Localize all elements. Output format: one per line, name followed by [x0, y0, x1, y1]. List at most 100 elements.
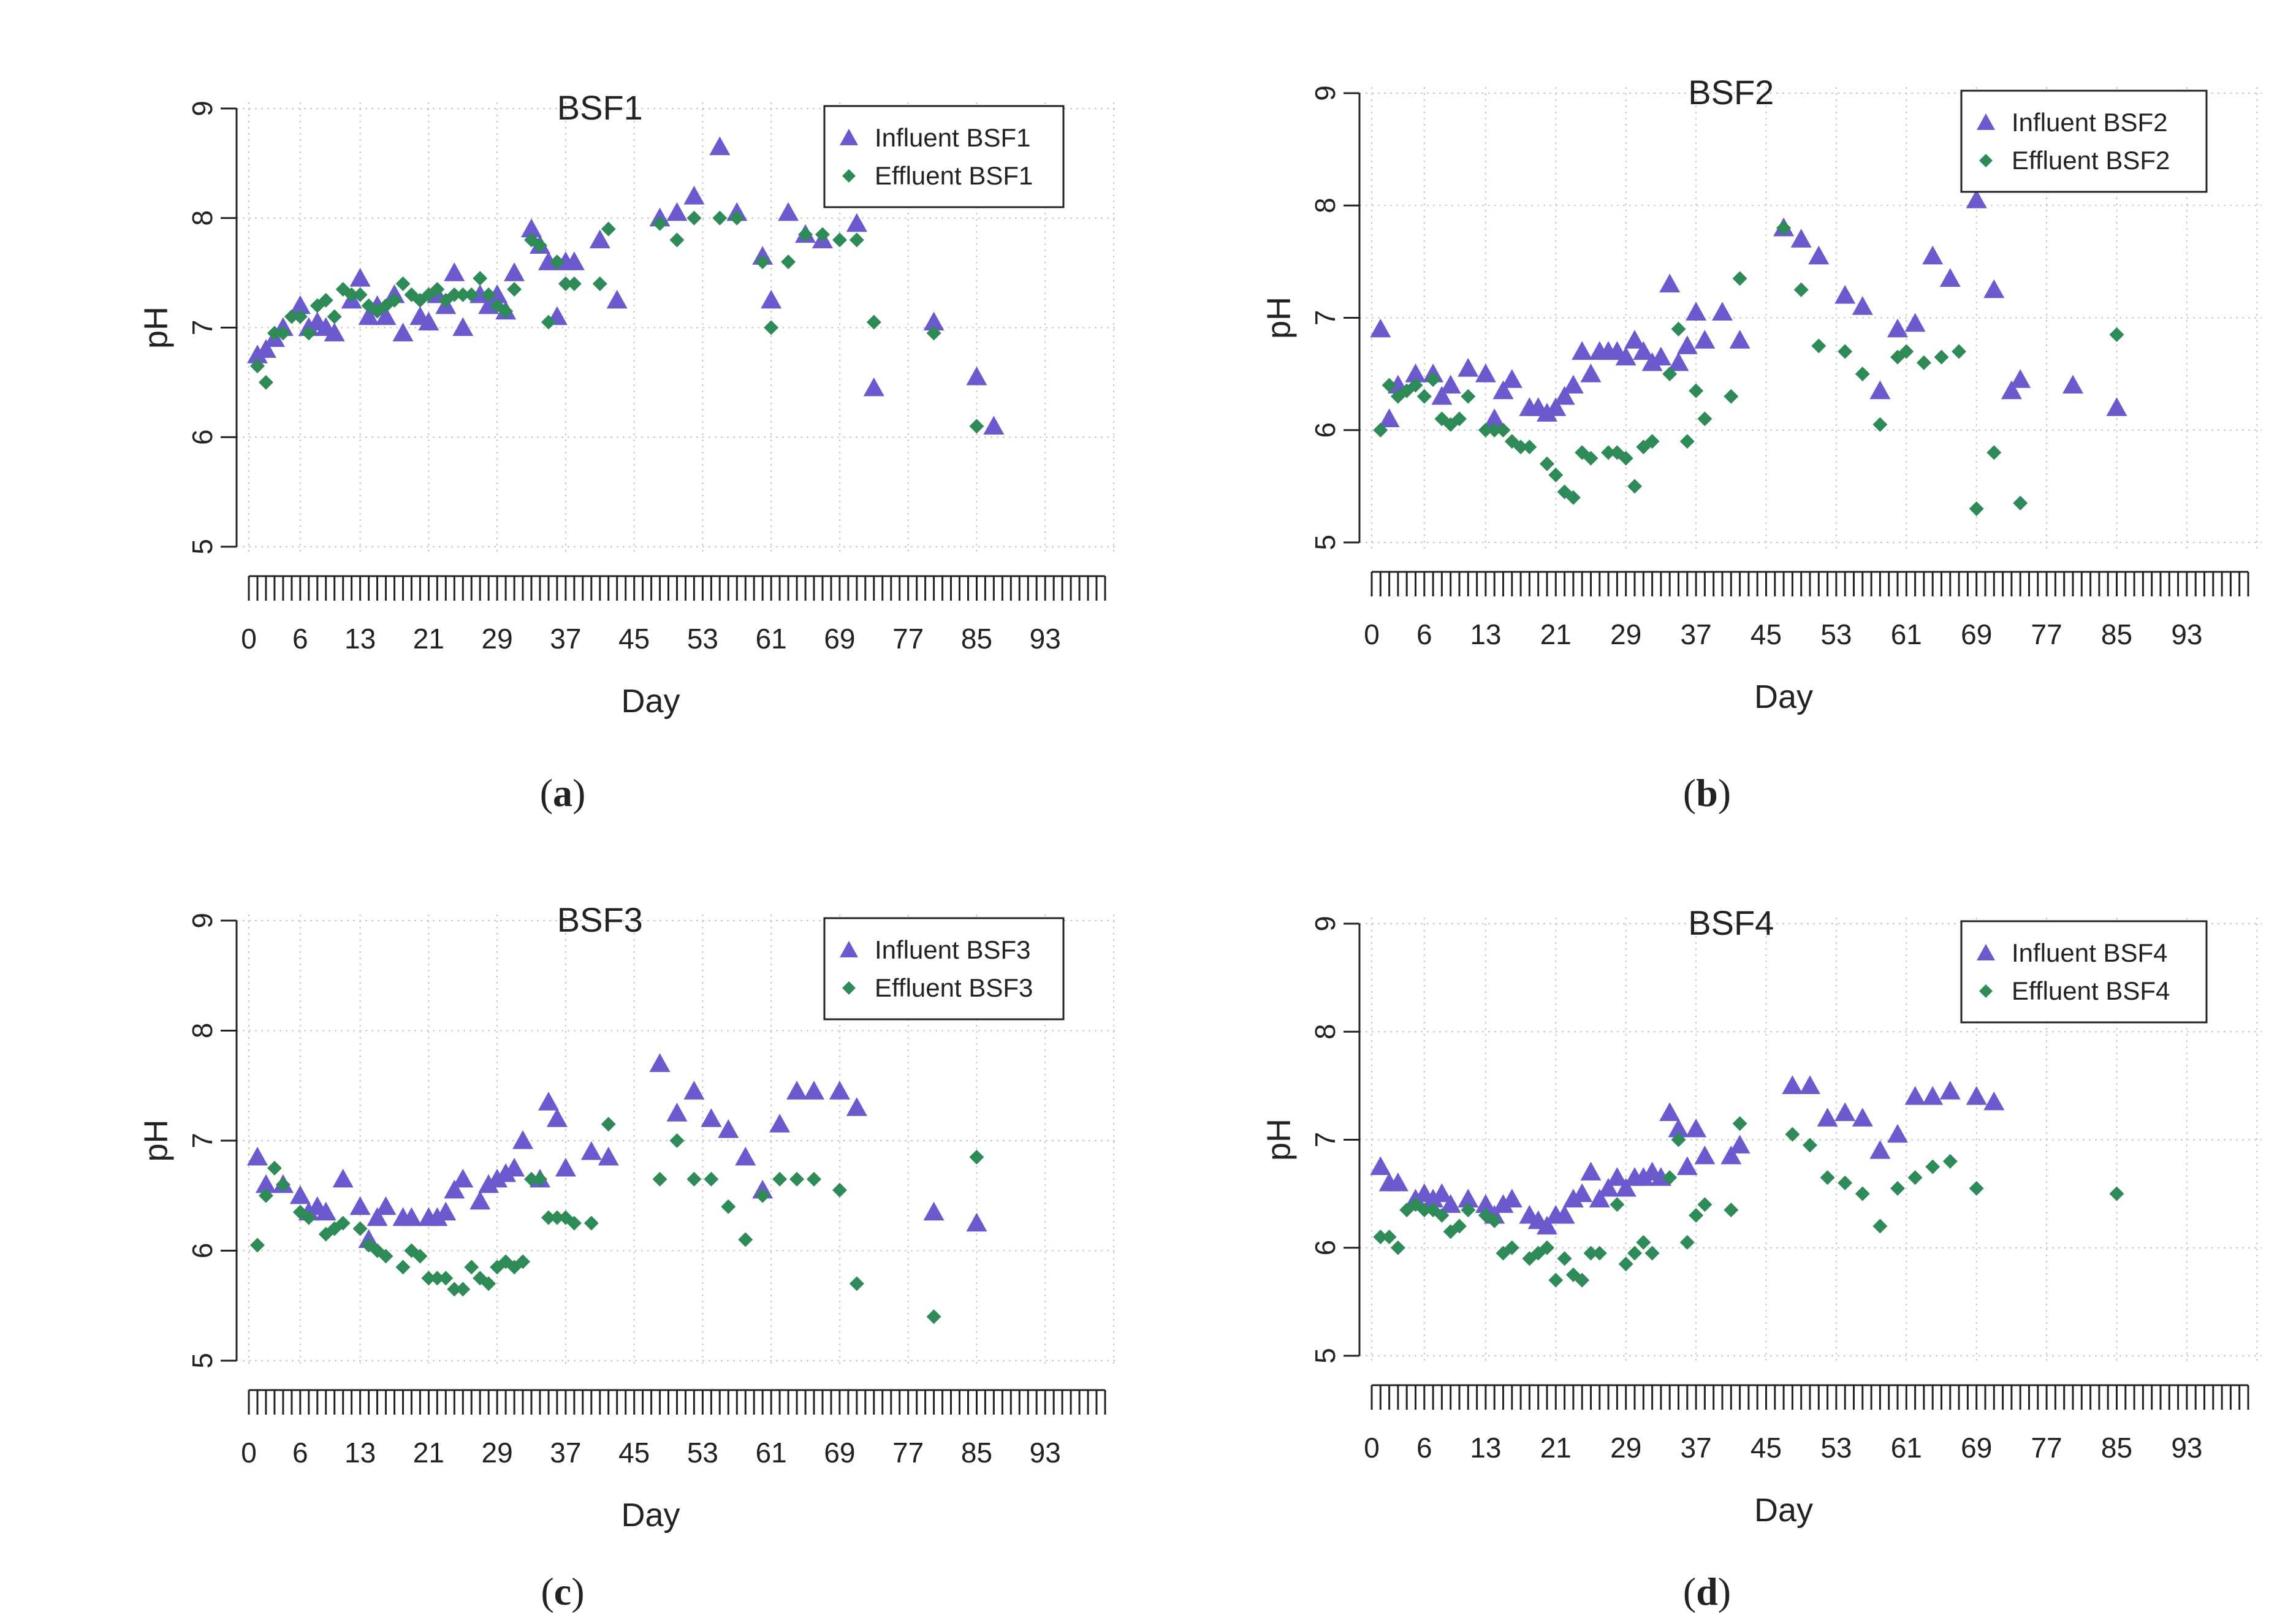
influent-point	[966, 366, 987, 386]
influent-point	[966, 1212, 987, 1232]
effluent-point	[430, 1271, 445, 1286]
effluent-point	[1732, 1116, 1747, 1131]
panel-caption: (a)	[540, 771, 586, 815]
effluent-point	[1382, 378, 1397, 393]
effluent-point	[301, 325, 316, 341]
influent-point	[1589, 1188, 1610, 1208]
influent-point	[1475, 363, 1496, 382]
x-tick-label: 61	[1891, 618, 1922, 650]
effluent-point	[815, 227, 830, 242]
y-tick-label: 9	[186, 101, 218, 116]
effluent-point	[412, 1249, 428, 1264]
effluent-point	[438, 1271, 454, 1286]
effluent-point	[1583, 450, 1598, 466]
effluent-point	[481, 287, 496, 302]
x-tick-label: 6	[1416, 1432, 1432, 1464]
effluent-point	[1565, 490, 1581, 505]
effluent-point	[755, 1188, 770, 1203]
effluent-point	[1785, 1127, 1800, 1142]
influent-point	[444, 1179, 465, 1199]
effluent-point	[335, 1215, 351, 1231]
x-tick-label: 37	[1681, 618, 1712, 650]
effluent-point	[258, 374, 273, 390]
legend-effluent-icon	[842, 981, 856, 995]
effluent-point	[558, 276, 573, 291]
legend-effluent-icon	[842, 169, 856, 183]
legend-influent-icon	[840, 129, 858, 145]
influent-point	[829, 1081, 850, 1100]
influent-point	[683, 186, 705, 205]
influent-point	[392, 322, 414, 342]
x-tick-label: 37	[1681, 1432, 1712, 1464]
influent-point	[1668, 1118, 1689, 1138]
influent-point	[1966, 189, 1987, 208]
legend-influent-icon	[840, 941, 858, 957]
y-tick-label: 7	[186, 320, 218, 336]
legend: Influent BSF4 Effluent BSF4	[1960, 920, 2208, 1024]
effluent-point	[1636, 1234, 1651, 1250]
series-effluent	[249, 210, 984, 434]
effluent-point	[1952, 344, 1967, 359]
effluent-point	[430, 281, 445, 297]
influent-point	[1904, 313, 1926, 332]
effluent-point	[866, 314, 881, 330]
y-tick-label: 7	[1309, 1132, 1341, 1148]
effluent-point	[926, 325, 941, 341]
influent-point	[315, 1201, 336, 1221]
effluent-point	[1838, 1176, 1853, 1190]
x-tick-label: 61	[756, 623, 787, 655]
effluent-point	[541, 1210, 556, 1225]
influent-point	[1904, 1086, 1926, 1105]
x-tick-label: 21	[1540, 1432, 1572, 1464]
x-tick-label: 93	[2171, 1432, 2202, 1464]
chart-panel-d: 5 6 7 8 9 pH 0 6 13 21 29 37 45 53 61 69 77 85 93 Day BSF4 In…	[1260, 903, 2262, 1613]
influent-point	[846, 213, 867, 232]
influent-point	[1659, 1102, 1681, 1122]
influent-point	[1676, 1156, 1698, 1176]
x-tick-label: 85	[961, 1437, 992, 1469]
influent-point	[683, 1081, 705, 1100]
panel-caption: (d)	[1683, 1570, 1731, 1613]
effluent-point	[1627, 479, 1642, 494]
effluent-point	[1548, 468, 1564, 483]
x-tick-label: 69	[1961, 1432, 1992, 1464]
y-axis-label: pH	[1260, 297, 1297, 339]
effluent-point	[421, 1271, 436, 1286]
effluent-point	[1793, 282, 1809, 297]
effluent-point	[1697, 1197, 1712, 1212]
x-tick-label: 29	[1610, 618, 1641, 650]
effluent-point	[1724, 389, 1739, 404]
x-tick-label: 53	[1820, 1432, 1852, 1464]
legend-effluent-icon	[1979, 154, 1993, 167]
effluent-point	[1644, 1245, 1660, 1261]
y-tick-label: 8	[186, 1023, 218, 1039]
effluent-point	[1487, 1213, 1502, 1228]
influent-point	[1458, 1188, 1479, 1208]
effluent-point	[267, 1160, 282, 1176]
y-tick-label: 8	[186, 210, 218, 226]
y-tick-label: 7	[186, 1133, 218, 1149]
x-axis-label: Day	[621, 1497, 680, 1534]
effluent-point	[327, 309, 342, 324]
effluent-point	[1416, 389, 1432, 404]
effluent-point	[1426, 372, 1441, 387]
effluent-point	[1583, 1245, 1598, 1261]
effluent-point	[1916, 355, 1931, 370]
effluent-point	[1408, 378, 1423, 393]
effluent-point	[669, 1133, 685, 1148]
effluent-point	[2109, 1186, 2124, 1201]
effluent-point	[601, 221, 616, 237]
x-tick-label: 13	[344, 623, 376, 655]
effluent-point	[781, 254, 796, 270]
chart-panel-c: 5 6 7 8 9 pH 0 6 13 21 29 37 45 53 61 69 77 85 93 Day BSF3 In…	[137, 900, 1119, 1613]
influent-point	[1405, 363, 1426, 382]
influent-point	[444, 262, 465, 281]
legend-box	[823, 917, 1065, 1021]
influent-point	[1580, 363, 1602, 382]
influent-point	[804, 1081, 825, 1100]
influent-point	[435, 1201, 457, 1221]
influent-point	[769, 1114, 791, 1133]
x-tick-label: 69	[824, 623, 855, 655]
influent-point	[846, 1097, 867, 1116]
influent-point	[246, 1146, 268, 1166]
